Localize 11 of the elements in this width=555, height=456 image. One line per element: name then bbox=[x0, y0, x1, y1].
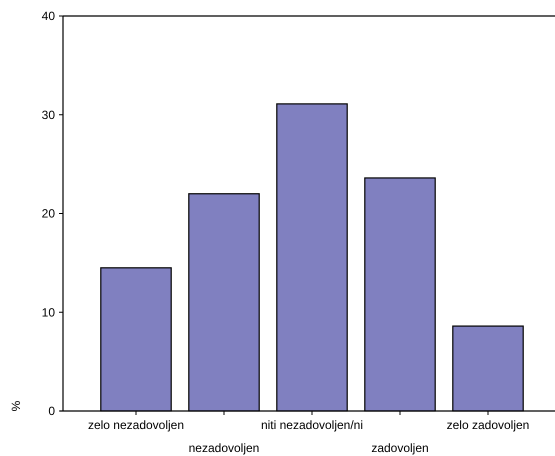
x-tick-label: zelo zadovoljen bbox=[446, 418, 530, 432]
y-tick-label: 20 bbox=[42, 206, 56, 221]
y-axis-title: % bbox=[9, 400, 23, 412]
y-tick-label: 40 bbox=[42, 9, 56, 24]
x-tick-label: zelo nezadovoljen bbox=[88, 418, 184, 432]
x-tick-label: zadovoljen bbox=[371, 441, 429, 455]
x-tick-label: nezadovoljen bbox=[188, 441, 260, 455]
y-tick-label: 10 bbox=[42, 305, 56, 320]
y-tick-label: 30 bbox=[42, 108, 56, 122]
x-tick-label: niti nezadovoljen/ni bbox=[260, 418, 364, 432]
y-tick-label: 0 bbox=[48, 404, 56, 418]
